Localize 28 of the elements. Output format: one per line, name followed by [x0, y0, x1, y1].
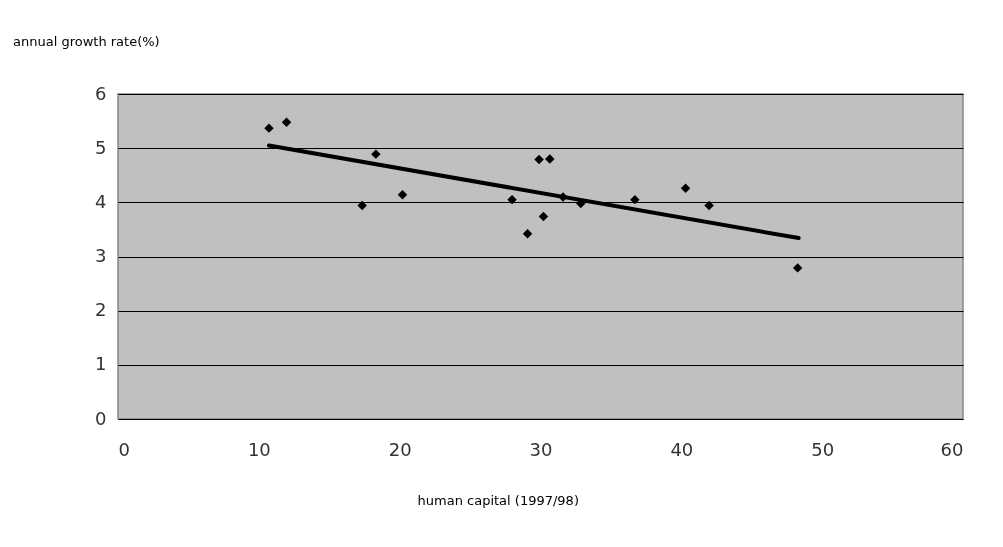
x-tick-label: 10 [247, 438, 271, 460]
y-tick-label: 0 [95, 407, 107, 429]
x-tick-label: 20 [388, 438, 412, 460]
point [281, 117, 292, 127]
point [704, 200, 714, 211]
point [371, 149, 381, 159]
point [357, 200, 367, 211]
y-tick-label: 3 [95, 245, 107, 266]
point [792, 263, 803, 273]
y-tick-label: 5 [95, 136, 107, 158]
y-tick-label: 4 [95, 190, 107, 212]
y-tick-label: 6 [95, 82, 107, 104]
point [680, 183, 691, 193]
point [397, 190, 408, 200]
x-tick-label: 0 [118, 438, 130, 460]
point [630, 194, 640, 205]
x-tick-label: 60 [940, 438, 964, 460]
x-tick-label: 30 [529, 438, 553, 460]
point [522, 229, 533, 239]
point [538, 211, 549, 222]
y-tick-label: 1 [95, 353, 107, 375]
x-axis-title: human capital (1997/98) [417, 493, 579, 508]
point [534, 154, 544, 165]
y-axis-title: annual growth rate(%) [13, 34, 160, 49]
point [507, 194, 517, 205]
x-tick-label: 50 [811, 438, 835, 460]
x-tick-label: 40 [670, 438, 694, 460]
y-tick-label: 2 [95, 299, 107, 321]
